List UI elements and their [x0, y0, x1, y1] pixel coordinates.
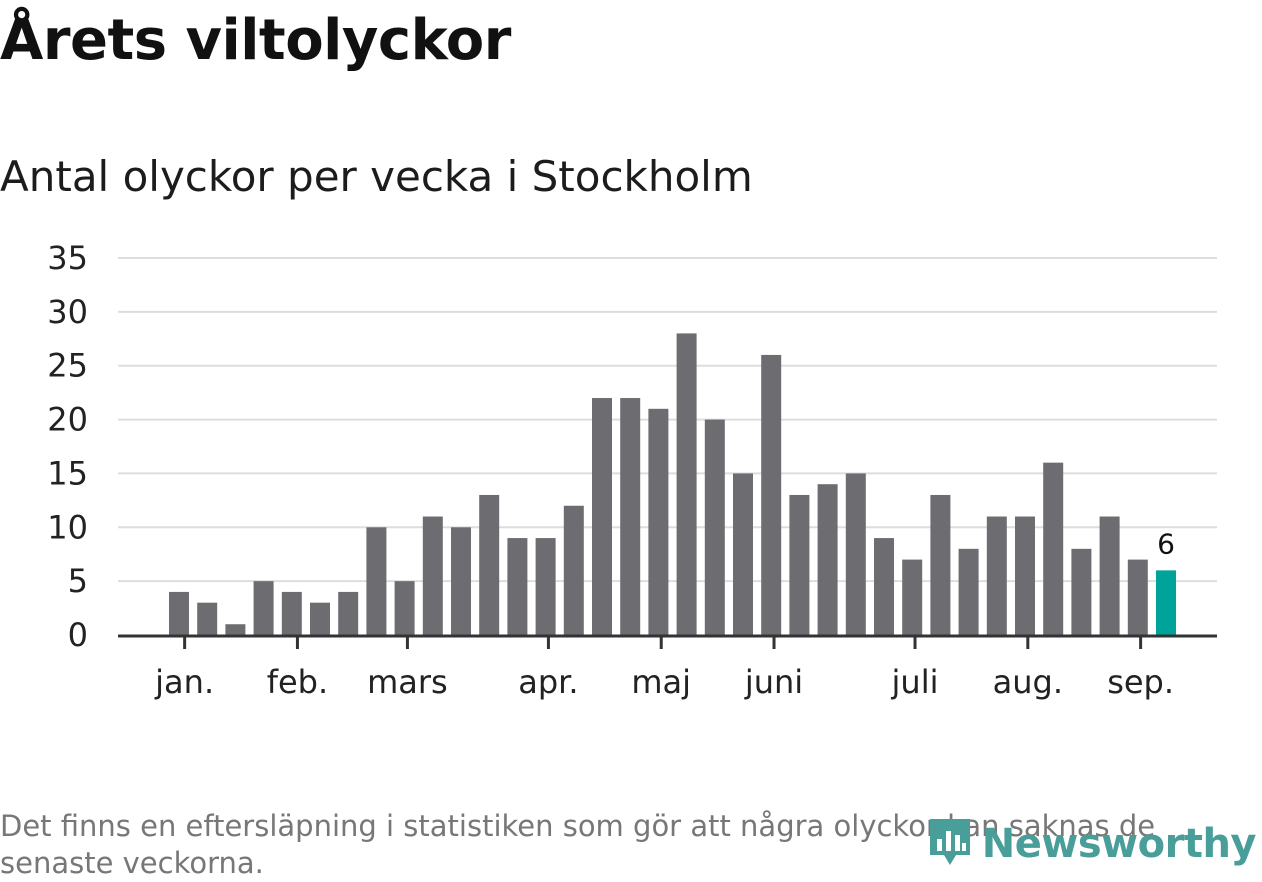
- bar: [845, 473, 866, 635]
- bar: [225, 624, 246, 635]
- x-tick-label: mars: [367, 663, 448, 701]
- bar: [169, 591, 189, 635]
- bar: [563, 505, 584, 635]
- bars: [169, 333, 1176, 635]
- y-tick-label: 10: [47, 508, 88, 546]
- bar: [281, 591, 302, 635]
- y-tick-label: 20: [47, 401, 88, 439]
- bar: [1071, 548, 1092, 635]
- bar: [676, 333, 697, 635]
- bar: [733, 473, 753, 635]
- bar: [1127, 559, 1148, 635]
- x-tick-label: maj: [631, 663, 691, 701]
- bar: [986, 516, 1007, 635]
- bar: [789, 494, 810, 635]
- y-tick-label: 15: [47, 454, 88, 492]
- y-tick-label: 30: [47, 293, 88, 331]
- x-tick-label: jan.: [154, 663, 214, 701]
- bar: [535, 538, 556, 635]
- y-tick-label: 25: [47, 347, 88, 385]
- bar: [761, 354, 782, 635]
- brand-name: Newsworthy: [981, 821, 1257, 867]
- chart-title: Årets viltolyckor: [0, 8, 511, 73]
- bar: [394, 581, 415, 635]
- bar: [874, 538, 894, 635]
- bar: [704, 419, 725, 635]
- x-tick-label: juni: [744, 663, 803, 701]
- x-axis: [118, 634, 1217, 649]
- bar: [451, 527, 471, 635]
- bar: [648, 408, 669, 635]
- bar: [253, 581, 274, 635]
- bar: [310, 602, 330, 635]
- bar: [366, 527, 387, 635]
- bar: [1015, 516, 1035, 635]
- x-tick-label: aug.: [993, 663, 1063, 701]
- chart-subtitle: Antal olyckor per vecka i Stockholm: [0, 152, 753, 201]
- highlight-value-label: 6: [1157, 527, 1175, 560]
- y-tick-label: 5: [68, 562, 88, 600]
- bar: [507, 538, 528, 635]
- bar: [197, 602, 218, 635]
- y-tick-label: 0: [68, 616, 88, 654]
- bar: [1043, 462, 1064, 635]
- bar: [1099, 516, 1120, 635]
- bar-highlight: [1156, 570, 1176, 635]
- bar: [479, 494, 500, 635]
- bar: [338, 591, 359, 635]
- y-axis-labels: 0 5 10 15 20 25 30 35: [47, 239, 88, 654]
- annotations: 6: [1157, 527, 1175, 560]
- y-tick-label: 35: [47, 239, 88, 277]
- x-axis-labels: jan. feb. mars apr. maj juni juli aug. sep.: [154, 663, 1174, 701]
- bar: [958, 548, 979, 635]
- x-tick-label: apr.: [518, 663, 578, 701]
- x-tick-label: juli: [891, 663, 939, 701]
- bar: [902, 559, 923, 635]
- bar-chart-badge-icon: [926, 815, 974, 873]
- bar: [620, 398, 641, 635]
- brand-logo: Newsworthy: [926, 815, 1257, 873]
- bar: [817, 484, 838, 635]
- bar: [422, 516, 443, 635]
- x-tick-label: sep.: [1107, 663, 1174, 701]
- bar: [930, 494, 951, 635]
- bar: [592, 398, 612, 635]
- x-tick-label: feb.: [267, 663, 328, 701]
